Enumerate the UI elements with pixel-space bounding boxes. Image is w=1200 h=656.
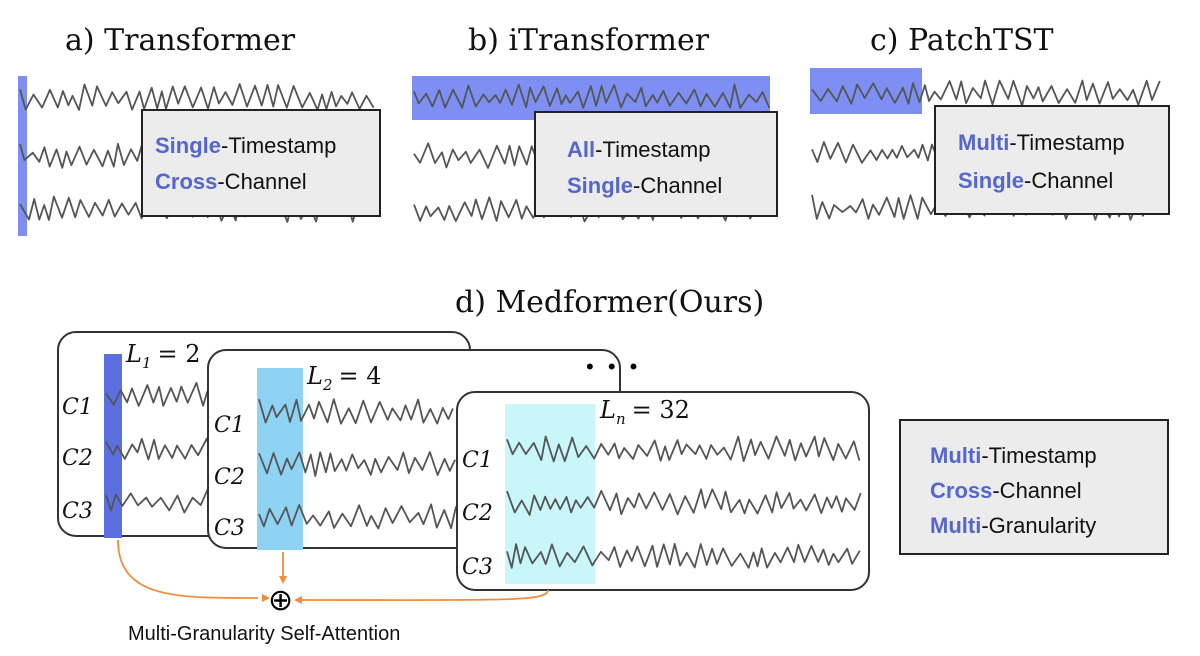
card-2-channel-2: C2	[214, 465, 245, 490]
panel-d-line2: Cross-Channel	[930, 478, 1082, 503]
card-1-channel-2: C2	[62, 446, 93, 471]
card-n-channel-2: C2	[462, 501, 493, 526]
panel-c-line2-rest: -Channel	[1024, 168, 1113, 193]
panel-medformer: d) Medformer(Ours) L1 = 2 C1 C2 C3 L2 = 4 …	[57, 285, 1169, 645]
signal-trace	[105, 381, 214, 407]
panel-d-line2-rest: -Channel	[992, 478, 1081, 503]
card-1-highlight	[104, 354, 122, 538]
attention-arrows	[117, 539, 549, 604]
panel-b-line2-rest: -Channel	[633, 173, 722, 198]
panel-c-line2-keyword: Single	[958, 168, 1024, 193]
card-2-label: L2 = 4	[306, 362, 382, 394]
card-2-label-sub: 2	[322, 376, 333, 394]
card-n-channel-1: C1	[462, 448, 493, 473]
panel-a-title: a) Transformer	[65, 23, 296, 58]
panel-b-line2: Single-Channel	[567, 173, 722, 198]
panel-itransformer: b) iTransformer All-Timestamp Single-Cha…	[412, 23, 778, 223]
signal-trace	[258, 398, 454, 425]
signal-trace	[105, 437, 213, 461]
card-2-channel-1: C1	[214, 413, 245, 438]
panel-b-line1-keyword: All	[567, 137, 595, 162]
signal-trace	[506, 543, 861, 569]
card-n-label-value: = 32	[632, 396, 690, 424]
arrowhead-left	[262, 594, 270, 602]
panel-b-line1: All-Timestamp	[567, 137, 710, 162]
card-2-label-value: = 4	[338, 362, 381, 390]
panel-transformer: a) Transformer Single-Timestamp Cross-Ch…	[18, 23, 381, 236]
card-1-label-letter: L	[125, 340, 142, 368]
panel-b-line2-keyword: Single	[567, 173, 633, 198]
card-1-label: L1 = 2	[125, 340, 201, 372]
panel-c-line1-keyword: Multi	[958, 130, 1009, 155]
panel-d-line3-keyword: Multi	[930, 513, 981, 538]
panel-a-line1-keyword: Single	[155, 133, 221, 158]
attention-caption: Multi-Granularity Self-Attention	[128, 623, 400, 645]
panel-c-line1: Multi-Timestamp	[958, 130, 1125, 155]
panel-d-line2-keyword: Cross	[930, 478, 992, 503]
panel-patchtst: c) PatchTST Multi-Timestamp Single-Chann…	[810, 23, 1170, 221]
card-n-waves	[506, 435, 862, 569]
signal-trace	[506, 435, 861, 463]
card-2-channel-3: C3	[214, 516, 245, 541]
card-2-label-letter: L	[306, 362, 323, 390]
panel-b-line1-rest: -Timestamp	[595, 137, 710, 162]
panel-a-line1: Single-Timestamp	[155, 133, 336, 158]
arrow-from-card-1	[117, 539, 259, 599]
panel-c-info-box	[934, 105, 1170, 215]
panel-d-line3: Multi-Granularity	[930, 513, 1096, 538]
panel-c-line1-rest: -Timestamp	[1009, 130, 1124, 155]
panel-d-info-box	[899, 419, 1169, 555]
card-n-label-letter: L	[599, 396, 616, 424]
arrow-from-card-n	[299, 589, 549, 602]
panel-a-line2-rest: -Channel	[217, 169, 306, 194]
signal-trace	[811, 79, 1161, 107]
panel-d-title: d) Medformer(Ours)	[455, 285, 764, 320]
panel-d-line1-keyword: Multi	[930, 443, 981, 468]
signal-trace	[105, 487, 214, 514]
arrowhead-right	[294, 596, 302, 604]
panel-d-line3-rest: -Granularity	[981, 513, 1096, 538]
card-1-channel-3: C3	[62, 499, 93, 524]
panel-d-line1: Multi-Timestamp	[930, 443, 1097, 468]
card-n-label: Ln = 32	[599, 396, 690, 428]
signal-trace	[413, 83, 771, 109]
aggregation-circle-plus-icon: ⊕	[268, 584, 293, 617]
signal-trace	[811, 193, 1162, 221]
panel-a-line2: Cross-Channel	[155, 169, 307, 194]
panel-a-info-box	[141, 109, 381, 217]
panel-a-line2-keyword: Cross	[155, 169, 217, 194]
panel-d-line1-rest: -Timestamp	[981, 443, 1096, 468]
signal-trace	[19, 83, 375, 111]
panel-c-title: c) PatchTST	[870, 23, 1054, 58]
granularity-card-n: Ln = 32 C1 C2 C3	[456, 391, 870, 591]
signal-trace	[506, 488, 862, 516]
card-1-label-sub: 1	[142, 354, 152, 372]
panel-b-info-box	[534, 111, 778, 217]
card-n-channel-3: C3	[462, 555, 493, 580]
panel-b-title: b) iTransformer	[468, 23, 710, 58]
card-1-label-value: = 2	[157, 340, 200, 368]
card-n-label-sub: n	[616, 410, 626, 428]
arrowhead-top	[279, 576, 287, 584]
signal-trace	[258, 451, 456, 477]
panel-a-line1-rest: -Timestamp	[221, 133, 336, 158]
ellipsis-dots: • • •	[586, 354, 641, 379]
card-1-channel-1: C1	[62, 395, 93, 420]
card-1-waves	[105, 381, 214, 514]
panel-c-line2: Single-Channel	[958, 168, 1113, 193]
card-2-waves	[258, 398, 457, 530]
signal-trace	[258, 503, 457, 530]
